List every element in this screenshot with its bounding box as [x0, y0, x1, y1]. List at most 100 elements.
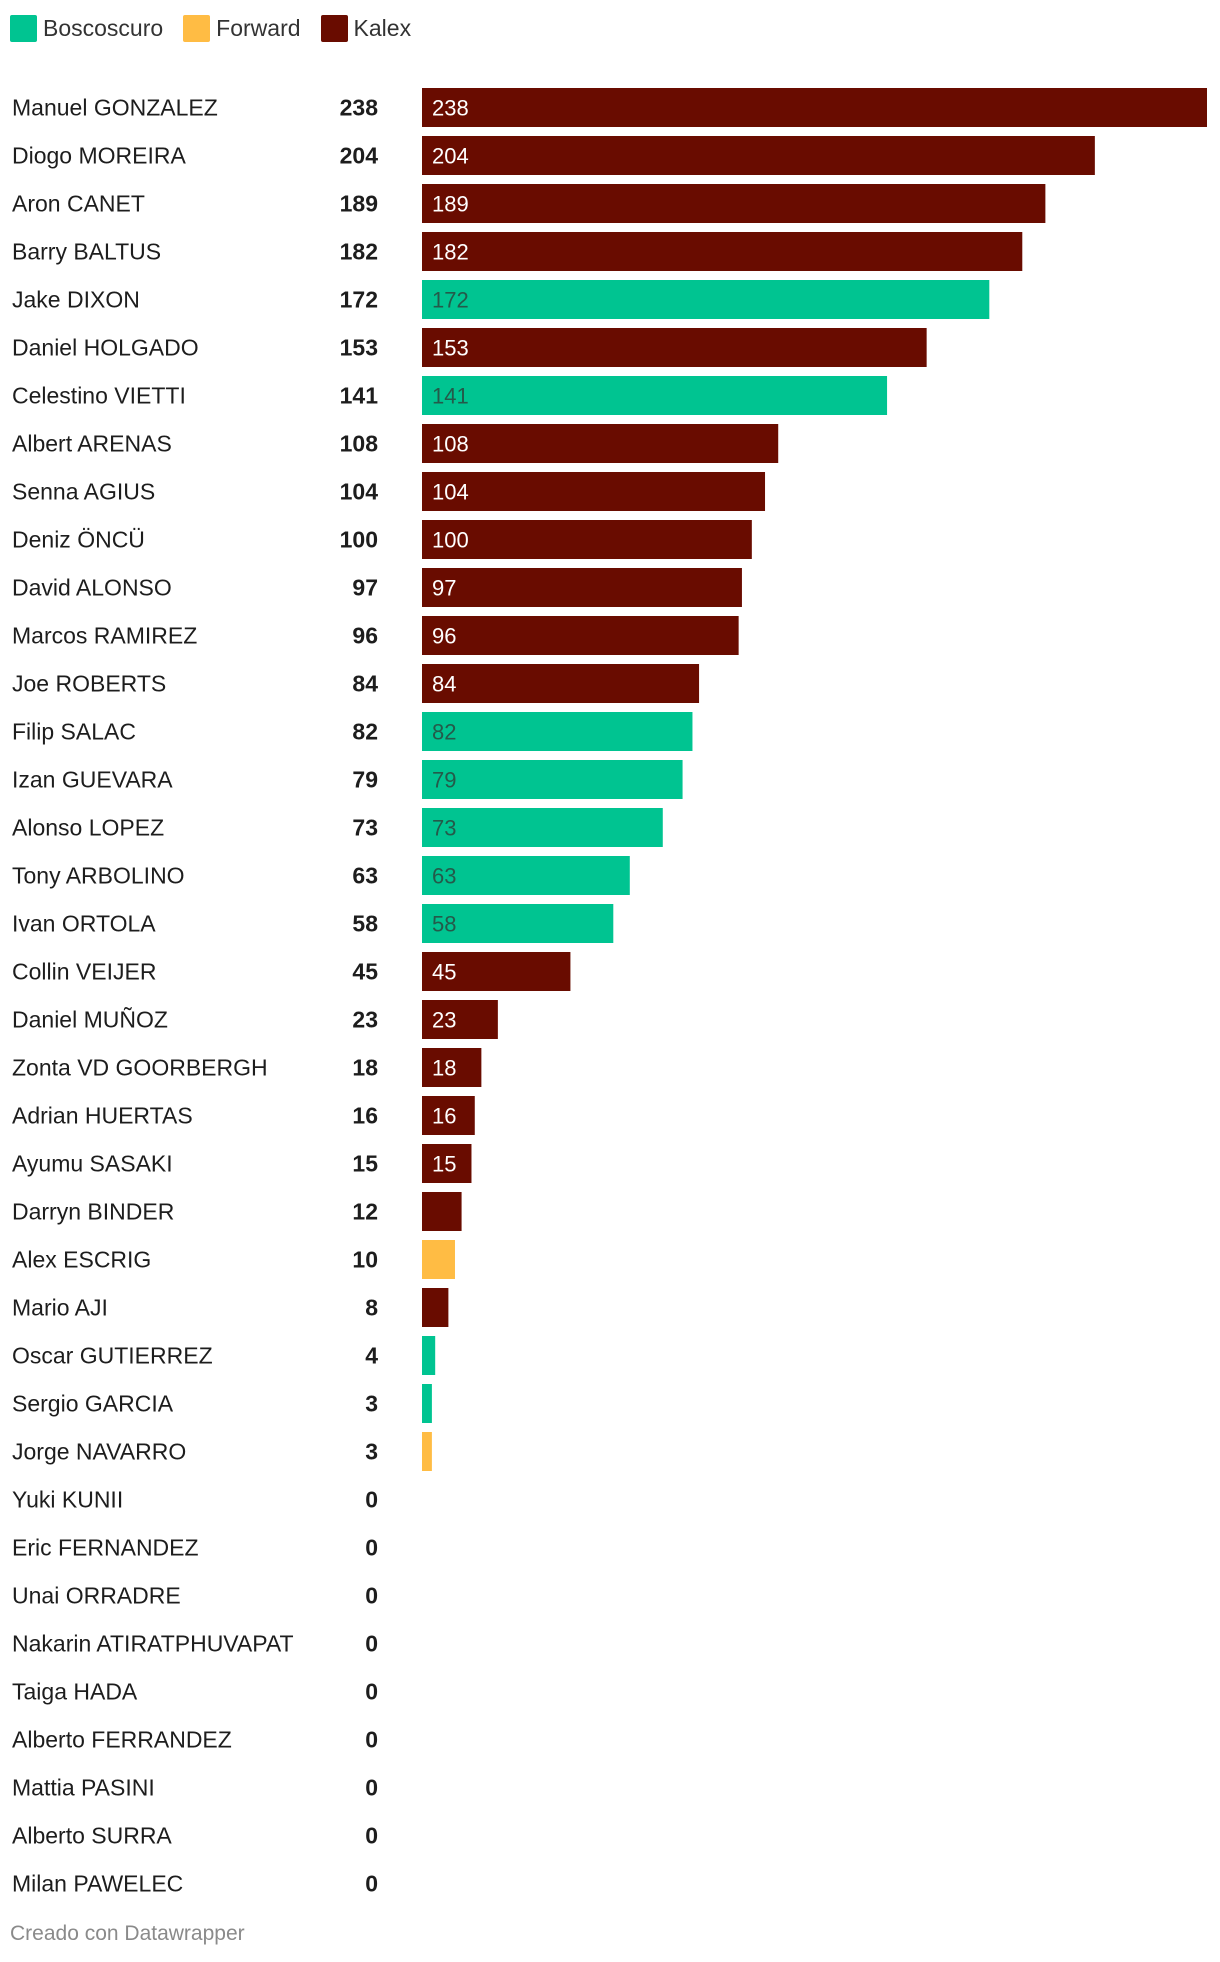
points-value: 0 [365, 1487, 378, 1513]
bar [422, 1048, 482, 1087]
rider-name: Jorge NAVARRO [12, 1439, 186, 1465]
rider-name: Manuel GONZALEZ [12, 95, 218, 121]
bar-row: Mario AJI 8 [12, 1288, 449, 1327]
bar-label: 15 [432, 1152, 456, 1177]
rider-name: Oscar GUTIERREZ [12, 1343, 213, 1369]
bar-row: Sergio GARCIA 3 [12, 1384, 432, 1423]
rider-name: Alberto SURRA [12, 1823, 172, 1849]
bar-row: Yuki KUNII 0 [12, 1487, 378, 1513]
points-value: 10 [352, 1247, 378, 1273]
bar-label: 63 [432, 864, 456, 889]
bar-row: Unai ORRADRE 0 [12, 1583, 378, 1609]
legend-item: Kalex [320, 14, 412, 42]
points-value: 82 [352, 719, 378, 745]
rider-name: Eric FERNANDEZ [12, 1535, 199, 1561]
bar [422, 1384, 432, 1423]
bar-row: Nakarin ATIRATPHUVAPAT 0 [12, 1631, 378, 1657]
bar-label: 58 [432, 912, 456, 937]
bar-label: 18 [432, 1056, 456, 1081]
rider-name: Nakarin ATIRATPHUVAPAT [12, 1631, 294, 1657]
bar [422, 232, 1023, 271]
bar [422, 376, 888, 415]
bar-row: Tony ARBOLINO 63 63 [12, 856, 630, 895]
points-value: 204 [340, 143, 379, 169]
bar [422, 1288, 449, 1327]
bar-label: 108 [432, 432, 469, 457]
points-value: 0 [365, 1631, 378, 1657]
points-value: 15 [352, 1151, 378, 1177]
points-value: 4 [365, 1343, 378, 1369]
rider-name: Darryn BINDER [12, 1199, 174, 1225]
points-value: 16 [352, 1103, 378, 1129]
rider-name: Mario AJI [12, 1295, 108, 1321]
bar-row: Zonta VD GOORBERGH 18 18 [12, 1048, 482, 1087]
points-value: 45 [352, 959, 378, 985]
points-value: 0 [365, 1727, 378, 1753]
legend-label: Kalex [353, 14, 412, 41]
bar-label: 100 [432, 528, 469, 553]
points-value: 18 [352, 1055, 378, 1081]
bar-row: Manuel GONZALEZ 238 238 [12, 88, 1207, 127]
bar-label: 204 [432, 144, 469, 169]
bar-label: 96 [432, 624, 456, 649]
bar [422, 280, 990, 319]
rider-name: Sergio GARCIA [12, 1391, 174, 1417]
legend: Boscoscuro Forward Kalex [10, 12, 431, 44]
rider-name: Izan GUEVARA [12, 767, 173, 793]
legend-swatch [183, 14, 211, 42]
points-value: 73 [352, 815, 378, 841]
bar-row: David ALONSO 97 97 [12, 568, 742, 607]
bar-label: 84 [432, 672, 456, 697]
bar-row: Alberto FERRANDEZ 0 [12, 1727, 378, 1753]
rider-name: Ivan ORTOLA [12, 911, 156, 937]
legend-label: Boscoscuro [43, 14, 164, 41]
rider-name: Senna AGIUS [12, 479, 155, 505]
bar-label: 79 [432, 768, 456, 793]
bar [422, 1240, 455, 1279]
bar-row: Alberto SURRA 0 [12, 1823, 378, 1849]
points-value: 3 [365, 1439, 378, 1465]
bar-label: 23 [432, 1008, 456, 1033]
bar-label: 189 [432, 192, 469, 217]
bar-row: Eric FERNANDEZ 0 [12, 1535, 378, 1561]
bar-row: Daniel MUÑOZ 23 23 [12, 1000, 498, 1039]
rider-name: Daniel MUÑOZ [12, 1007, 168, 1033]
legend-swatch [10, 14, 37, 42]
footer-credit[interactable]: Creado con Datawrapper [10, 1922, 245, 1945]
bar [422, 1000, 498, 1039]
bar-row: Adrian HUERTAS 16 16 [12, 1096, 475, 1135]
bar [422, 760, 683, 799]
bar-row: Oscar GUTIERREZ 4 [12, 1336, 436, 1375]
bar [422, 616, 739, 655]
points-value: 96 [352, 623, 378, 649]
bar [422, 88, 1207, 127]
bar [422, 520, 752, 559]
bar [422, 664, 700, 703]
points-value: 0 [365, 1823, 378, 1849]
bar [422, 472, 766, 511]
bar-row: Collin VEIJER 45 45 [12, 952, 571, 991]
bar-label: 73 [432, 816, 456, 841]
points-value: 97 [352, 575, 378, 601]
bar [422, 328, 927, 367]
bar-row: Albert ARENAS 108 108 [12, 424, 779, 463]
bar-row: Joe ROBERTS 84 84 [12, 664, 700, 703]
bar-row: Ayumu SASAKI 15 15 [12, 1144, 472, 1183]
points-value: 0 [365, 1535, 378, 1561]
bar-row: Alex ESCRIG 10 [12, 1240, 455, 1279]
bar-label: 82 [432, 720, 456, 745]
points-value: 3 [365, 1391, 378, 1417]
bar-row: Aron CANET 189 189 [12, 184, 1046, 223]
bar [422, 1144, 472, 1183]
bar-row: Alonso LOPEZ 73 73 [12, 808, 663, 847]
points-value: 100 [340, 527, 378, 553]
bar-row: Mattia PASINI 0 [12, 1775, 378, 1801]
bar [422, 424, 779, 463]
bar-row: Jorge NAVARRO 3 [12, 1432, 432, 1471]
rider-name: Alberto FERRANDEZ [12, 1727, 232, 1753]
bar-label: 153 [432, 336, 469, 361]
rider-name: Alonso LOPEZ [12, 815, 164, 841]
points-value: 12 [352, 1199, 378, 1225]
rider-name: Tony ARBOLINO [12, 863, 185, 889]
